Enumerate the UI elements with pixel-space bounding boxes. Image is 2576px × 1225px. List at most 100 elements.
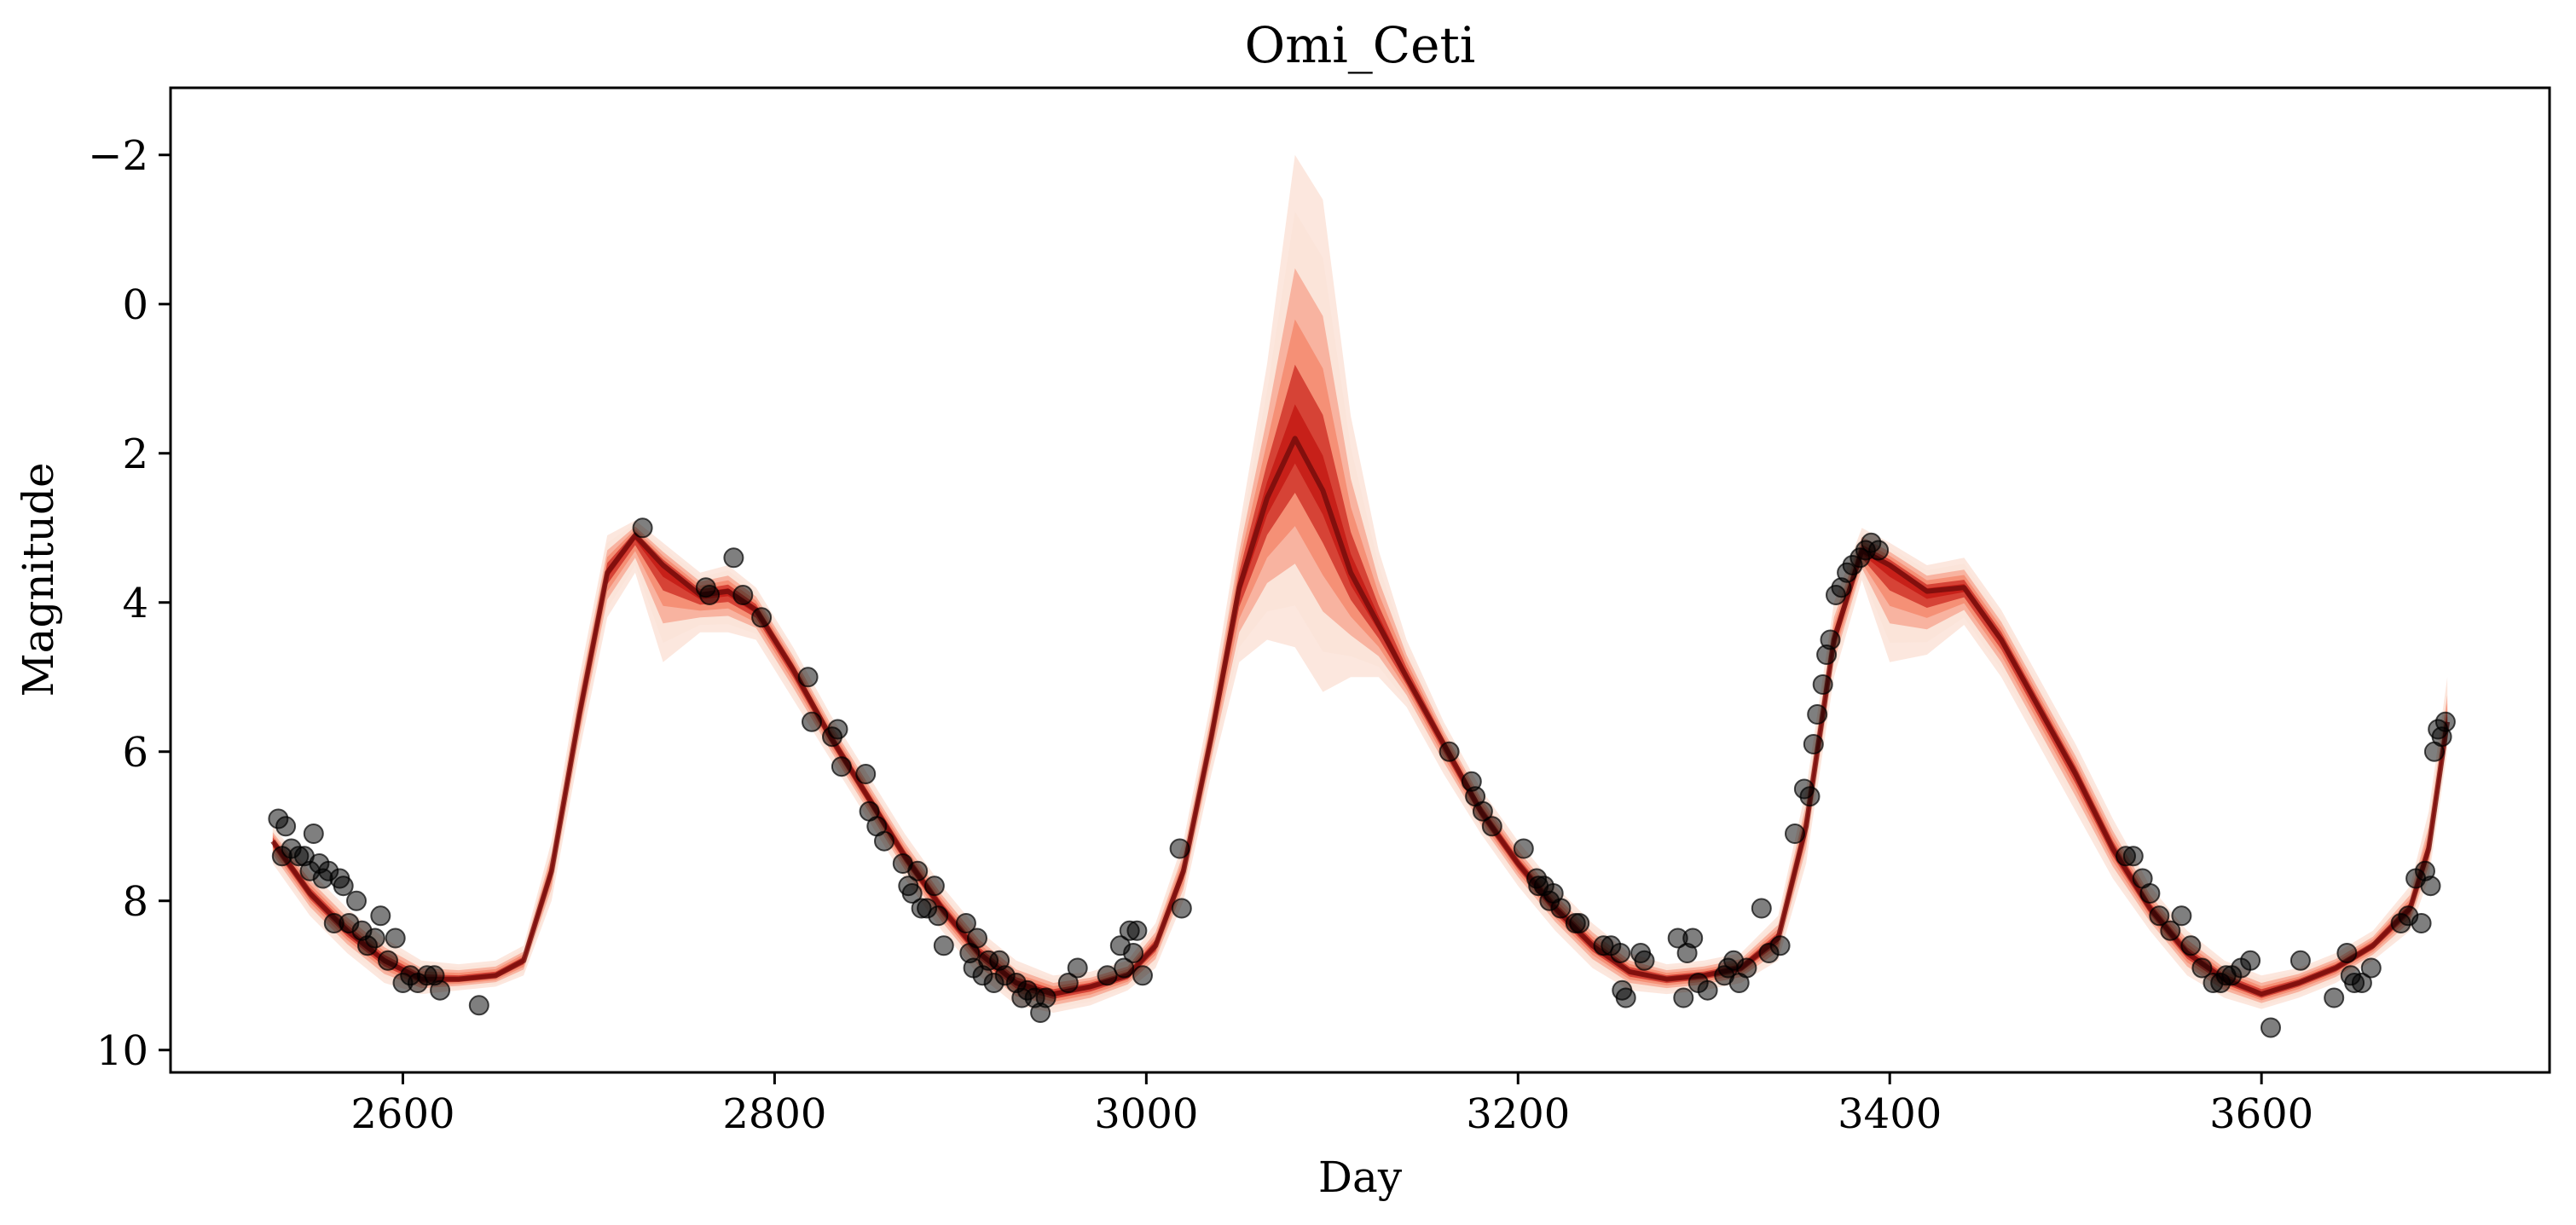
observation-point bbox=[1057, 973, 1079, 993]
x-axis-label: Day bbox=[1318, 1153, 1403, 1202]
observation-point bbox=[385, 927, 406, 949]
observation-point bbox=[1868, 540, 1890, 561]
x-tick-label: 3600 bbox=[2209, 1090, 2313, 1138]
observation-point bbox=[933, 935, 954, 956]
observation-point bbox=[1035, 987, 1056, 1008]
observation-point bbox=[732, 585, 754, 605]
observation-point bbox=[2336, 943, 2358, 963]
observation-point bbox=[1114, 957, 1135, 979]
observation-point bbox=[928, 905, 949, 927]
observation-point bbox=[2240, 950, 2261, 971]
observation-point bbox=[1769, 935, 1791, 956]
y-tick-label: 0 bbox=[122, 281, 148, 329]
observation-point bbox=[1736, 957, 1757, 979]
y-tick-label: 4 bbox=[122, 580, 148, 627]
observation-point bbox=[632, 517, 653, 539]
observation-point bbox=[967, 927, 987, 949]
observation-point bbox=[370, 905, 391, 927]
observation-point bbox=[430, 979, 451, 1001]
observation-point bbox=[378, 950, 398, 971]
observation-point bbox=[2191, 957, 2213, 979]
observation-point bbox=[333, 875, 354, 897]
observation-point bbox=[1682, 927, 1704, 949]
observation-point bbox=[855, 764, 877, 784]
observation-point bbox=[364, 927, 385, 949]
x-axis: 2600 2800 3000 3200 3400 3600 bbox=[350, 1072, 2313, 1138]
observation-point bbox=[1169, 838, 1190, 859]
plot-area bbox=[268, 154, 2456, 1038]
observation-point bbox=[1132, 965, 1153, 986]
observation-point bbox=[1751, 898, 1772, 919]
observation-point bbox=[827, 719, 848, 740]
observation-point bbox=[751, 607, 773, 628]
observation-point bbox=[1171, 898, 1192, 919]
observation-point bbox=[1785, 823, 1805, 844]
observation-point bbox=[468, 995, 489, 1016]
observation-point bbox=[797, 667, 819, 688]
observation-point bbox=[1472, 800, 1493, 822]
observation-point bbox=[1550, 898, 1572, 919]
observation-point bbox=[2180, 935, 2202, 956]
x-tick-label: 2600 bbox=[350, 1090, 454, 1138]
observation-point bbox=[2434, 711, 2456, 732]
model-posterior-band bbox=[272, 154, 2448, 1014]
observation-point bbox=[901, 883, 923, 904]
observation-point bbox=[2289, 950, 2311, 971]
observation-point bbox=[2139, 883, 2161, 904]
observation-point bbox=[723, 547, 744, 569]
observation-point bbox=[2171, 905, 2192, 927]
observation-point bbox=[1812, 674, 1833, 695]
x-tick-label: 3200 bbox=[1466, 1090, 1570, 1138]
observation-point bbox=[874, 830, 894, 852]
x-tick-label: 2800 bbox=[722, 1090, 826, 1138]
observation-point bbox=[1807, 704, 1828, 725]
observation-point bbox=[2261, 1017, 2281, 1038]
observation-point bbox=[1615, 987, 1636, 1008]
y-tick-label: 10 bbox=[96, 1027, 148, 1075]
y-axis: −2 0 2 4 6 8 10 bbox=[88, 132, 171, 1075]
observation-point bbox=[275, 816, 297, 837]
observation-point bbox=[1799, 786, 1821, 807]
observation-point bbox=[1097, 965, 1118, 986]
observation-point bbox=[2420, 875, 2441, 897]
observation-point bbox=[1569, 913, 1590, 933]
observation-point bbox=[2122, 846, 2144, 867]
observation-point bbox=[346, 890, 367, 911]
y-tick-label: 6 bbox=[122, 729, 148, 777]
observation-point bbox=[2160, 920, 2181, 941]
median-curve bbox=[270, 436, 2451, 997]
y-tick-label: −2 bbox=[88, 132, 148, 180]
observation-point bbox=[2411, 913, 2432, 933]
observation-point bbox=[2351, 973, 2372, 993]
observation-point bbox=[2360, 957, 2382, 979]
model-median-line bbox=[270, 436, 2451, 997]
x-tick-label: 3000 bbox=[1094, 1090, 1198, 1138]
observation-point bbox=[955, 913, 976, 933]
y-tick-label: 2 bbox=[122, 430, 148, 478]
observation-point bbox=[1067, 957, 1088, 979]
observation-point bbox=[1673, 987, 1694, 1008]
observation-point bbox=[907, 860, 929, 881]
observation-point bbox=[831, 756, 852, 777]
y-tick-label: 8 bbox=[122, 878, 148, 926]
observation-points bbox=[268, 517, 2456, 1038]
observation-point bbox=[1481, 816, 1502, 837]
observation-point bbox=[1513, 838, 1534, 859]
observation-point bbox=[1439, 741, 1460, 762]
observation-point bbox=[699, 585, 721, 605]
plot-frame bbox=[169, 86, 2551, 1074]
observation-point bbox=[1634, 950, 1655, 971]
observation-point bbox=[1697, 979, 1718, 1001]
observation-point bbox=[1803, 734, 1824, 754]
observation-point bbox=[1123, 943, 1144, 963]
observation-point bbox=[303, 823, 324, 844]
model-band-level-2 bbox=[272, 268, 2448, 1006]
chart-title: Omi_Ceti bbox=[1245, 16, 1476, 74]
x-tick-label: 3400 bbox=[1838, 1090, 1942, 1138]
model-band-level-4 bbox=[272, 364, 2448, 999]
observation-point bbox=[802, 711, 822, 732]
observation-point bbox=[1610, 943, 1631, 963]
observation-point bbox=[2324, 987, 2345, 1008]
y-axis-label: Magnitude bbox=[14, 462, 63, 696]
